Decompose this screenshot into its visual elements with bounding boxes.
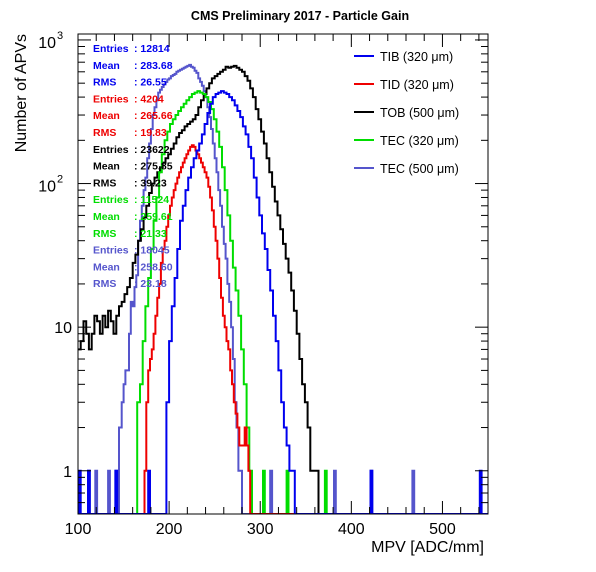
- stats-box: Entries : 12814 Mean : 283.68 RMS : 26.55 Entr…: [93, 43, 173, 290]
- stat-label: Entries: [93, 144, 129, 156]
- stat-label: Mean: [93, 161, 120, 173]
- stat-label: RMS: [93, 177, 116, 189]
- y-tick-label: 10: [54, 320, 72, 337]
- series-line-3: [78, 90, 488, 514]
- x-axis-title: MPV [ADC/mm]: [371, 539, 484, 556]
- stat-value: : 4204: [134, 93, 164, 105]
- legend-label: TIB (320 μm): [380, 50, 453, 64]
- stat-label: RMS: [93, 228, 116, 240]
- legend-label: TID (320 μm): [380, 78, 454, 92]
- chart-title: CMS Preliminary 2017 - Particle Gain: [191, 9, 409, 23]
- stat-label: RMS: [93, 77, 116, 89]
- y-tick-label: 10: [38, 35, 56, 52]
- stat-label: Mean: [93, 261, 120, 273]
- stat-label: Mean: [93, 110, 120, 122]
- stat-value: : 259.61: [134, 211, 173, 223]
- x-tick-label: 200: [156, 521, 183, 538]
- plot-frame: [77, 33, 489, 515]
- stat-label: RMS: [93, 127, 116, 139]
- stat-value: : 23.18: [134, 278, 167, 290]
- stat-value: : 258.60: [134, 261, 173, 273]
- stat-value: : 12814: [134, 43, 170, 55]
- stat-label: Entries: [93, 43, 129, 55]
- y-tick-exponent: 2: [57, 174, 63, 186]
- stat-value: : 19.83: [134, 127, 167, 139]
- x-tick-label: 300: [247, 521, 274, 538]
- stat-label: Entries: [93, 194, 129, 206]
- x-tick-label: 100: [65, 521, 92, 538]
- y-tick-exponent: 3: [57, 30, 63, 42]
- series-layer: [78, 63, 488, 514]
- x-tick-label: 500: [429, 521, 456, 538]
- legend-label: TEC (500 μm): [380, 162, 459, 176]
- stat-value: : 275.85: [134, 161, 173, 173]
- series-line-2: [78, 64, 488, 514]
- stat-value: : 265.66: [134, 110, 173, 122]
- legend-label: TOB (500 μm): [380, 106, 459, 120]
- y-axis-title: Number of APVs: [13, 34, 30, 152]
- series-line-5: [78, 90, 488, 514]
- stat-label: Entries: [93, 245, 129, 257]
- stat-label: RMS: [93, 278, 116, 290]
- stat-label: Mean: [93, 60, 120, 72]
- legend-label: TEC (320 μm): [380, 134, 459, 148]
- stat-value: : 26.55: [134, 77, 167, 89]
- y-tick-label: 1: [63, 464, 72, 481]
- legend: TIB (320 μm) TID (320 μm) TOB (500 μm) TEC …: [354, 50, 459, 176]
- stat-value: : 23622: [134, 144, 170, 156]
- x-tick-label: 400: [338, 521, 365, 538]
- stat-value: : 39.23: [134, 177, 167, 189]
- stat-label: Mean: [93, 211, 120, 223]
- y-tick-label: 10: [38, 179, 56, 196]
- stat-value: : 21.33: [134, 228, 167, 240]
- series-line-1: [78, 63, 488, 514]
- stat-value: : 11524: [134, 194, 169, 206]
- stat-value: : 283.68: [134, 60, 173, 72]
- stat-label: Entries: [93, 93, 129, 105]
- stat-value: : 18045: [134, 245, 170, 257]
